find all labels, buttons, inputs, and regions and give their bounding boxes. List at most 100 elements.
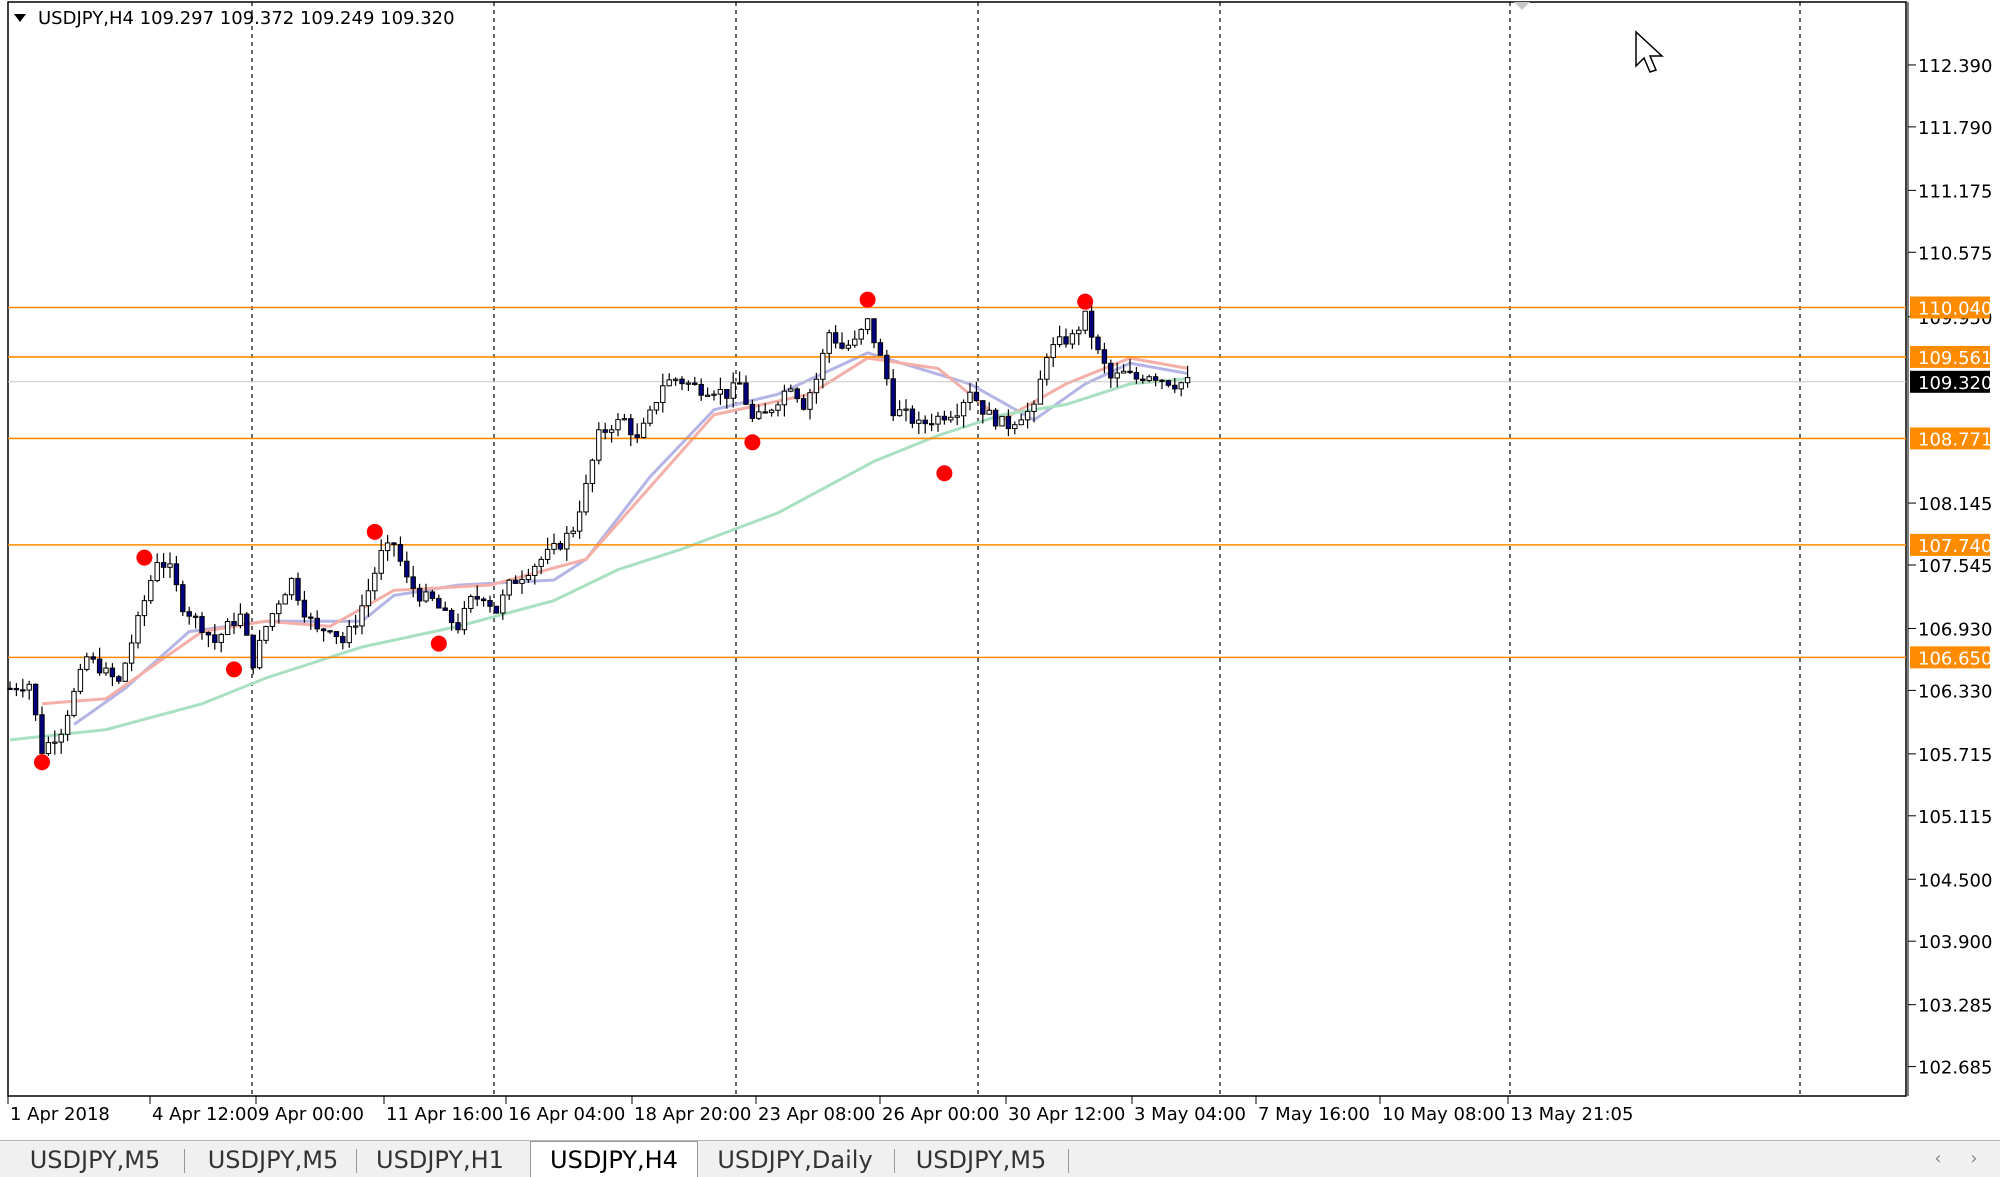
tab-separator bbox=[184, 1149, 185, 1173]
candle-body bbox=[903, 408, 909, 411]
tab-usdjpy-h4[interactable]: USDJPY,H4 bbox=[530, 1141, 698, 1177]
candle-body bbox=[807, 392, 813, 410]
candle bbox=[276, 600, 282, 624]
scroll-left-icon[interactable]: ‹ bbox=[1934, 1148, 1942, 1169]
time-tick-label: 4 Apr 12:00 bbox=[152, 1104, 258, 1125]
candle-body bbox=[960, 401, 967, 417]
candle bbox=[615, 413, 621, 437]
chart-shift-marker bbox=[1514, 2, 1530, 10]
time-tick-label: 18 Apr 20:00 bbox=[634, 1104, 751, 1125]
price-tick-label: 106.330 bbox=[1918, 681, 1992, 702]
candle bbox=[340, 631, 346, 650]
candle bbox=[77, 663, 84, 695]
candle-body bbox=[551, 542, 557, 550]
candle-body bbox=[455, 622, 461, 631]
candle-body bbox=[295, 577, 301, 601]
candle-body bbox=[794, 388, 800, 400]
candle bbox=[1082, 310, 1088, 335]
candle-body bbox=[864, 318, 871, 330]
tab-usdjpy-h1[interactable]: USDJPY,H1 bbox=[376, 1146, 504, 1174]
candle bbox=[52, 730, 58, 755]
candle bbox=[845, 340, 852, 352]
candle-body bbox=[327, 630, 333, 633]
candle bbox=[7, 681, 13, 691]
candle bbox=[781, 384, 788, 417]
tab-usdjpy-m5-2[interactable]: USDJPY,M5 bbox=[207, 1146, 339, 1174]
price-tick-label: 110.575 bbox=[1918, 243, 1992, 264]
candle-body bbox=[1031, 403, 1037, 412]
candle-body bbox=[301, 599, 308, 618]
candle bbox=[647, 405, 653, 427]
candle-body bbox=[1012, 424, 1018, 430]
candle bbox=[378, 539, 384, 581]
candle bbox=[218, 632, 224, 653]
tab-usdjpy-m5-3[interactable]: USDJPY,M5 bbox=[915, 1146, 1047, 1174]
candle-body bbox=[884, 354, 890, 380]
level-price-box bbox=[1910, 533, 1990, 556]
price-tick-label: 103.285 bbox=[1918, 996, 1992, 1017]
candle bbox=[468, 594, 474, 613]
price-tick-label: 107.545 bbox=[1918, 556, 1992, 577]
candle-body bbox=[1152, 376, 1159, 381]
candle bbox=[474, 585, 480, 607]
chart-symbol-label: USDJPY,H4 109.297 109.372 109.249 109.32… bbox=[38, 8, 455, 29]
candle bbox=[212, 624, 218, 650]
candle bbox=[436, 594, 442, 609]
candle-body bbox=[135, 615, 141, 644]
candle-body bbox=[404, 560, 410, 578]
candle bbox=[608, 424, 615, 443]
candlestick-series bbox=[7, 300, 1191, 756]
candle-body bbox=[416, 587, 423, 602]
level-price-box bbox=[1910, 646, 1990, 669]
price-chart[interactable]: 112.390111.790111.175110.575109.950108.1… bbox=[0, 0, 2000, 1140]
candle bbox=[999, 415, 1005, 427]
candle-body bbox=[480, 598, 487, 602]
candle-body bbox=[890, 378, 896, 417]
plot-area bbox=[7, 1, 1907, 1097]
candle-body bbox=[1095, 336, 1101, 351]
chart-header: USDJPY,H4 109.297 109.372 109.249 109.32… bbox=[14, 8, 455, 29]
candle-body bbox=[736, 382, 743, 385]
candle bbox=[308, 612, 314, 630]
candle-body bbox=[954, 415, 960, 418]
candle bbox=[13, 682, 20, 697]
candle-body bbox=[410, 576, 416, 589]
candle bbox=[596, 422, 602, 465]
candle-body bbox=[391, 542, 397, 546]
candle-body bbox=[1114, 372, 1120, 379]
tab-usdjpy-daily[interactable]: USDJPY,Daily bbox=[717, 1146, 873, 1174]
candle bbox=[1172, 377, 1178, 393]
candle-body bbox=[154, 562, 160, 582]
candle-body bbox=[800, 398, 807, 410]
candle bbox=[890, 369, 896, 421]
candle bbox=[967, 383, 973, 411]
candle bbox=[404, 551, 410, 584]
candle-body bbox=[116, 676, 122, 682]
candle bbox=[954, 403, 960, 426]
candle bbox=[692, 376, 698, 386]
scroll-right-icon[interactable]: › bbox=[1970, 1148, 1978, 1169]
candle-body bbox=[576, 511, 583, 532]
price-tick-label: 105.115 bbox=[1918, 807, 1992, 828]
candle-body bbox=[500, 594, 506, 614]
candle-body bbox=[762, 411, 768, 414]
candle bbox=[1005, 409, 1012, 437]
candle bbox=[192, 612, 199, 629]
candle bbox=[1101, 342, 1108, 374]
swing-high-marker bbox=[1077, 293, 1094, 310]
candle bbox=[186, 606, 192, 625]
tab-usdjpy-m5-1[interactable]: USDJPY,M5 bbox=[29, 1146, 161, 1174]
candle bbox=[884, 349, 890, 386]
candle bbox=[301, 590, 308, 623]
tab-separator bbox=[1068, 1149, 1069, 1173]
candle bbox=[1140, 374, 1146, 384]
candle bbox=[813, 372, 820, 404]
candle-body bbox=[698, 383, 704, 396]
candle bbox=[384, 535, 391, 561]
candle-body bbox=[365, 590, 372, 607]
candle bbox=[320, 627, 327, 642]
candle-body bbox=[692, 382, 698, 385]
candle bbox=[397, 536, 404, 567]
candle-body bbox=[487, 600, 493, 607]
candle bbox=[973, 381, 980, 402]
